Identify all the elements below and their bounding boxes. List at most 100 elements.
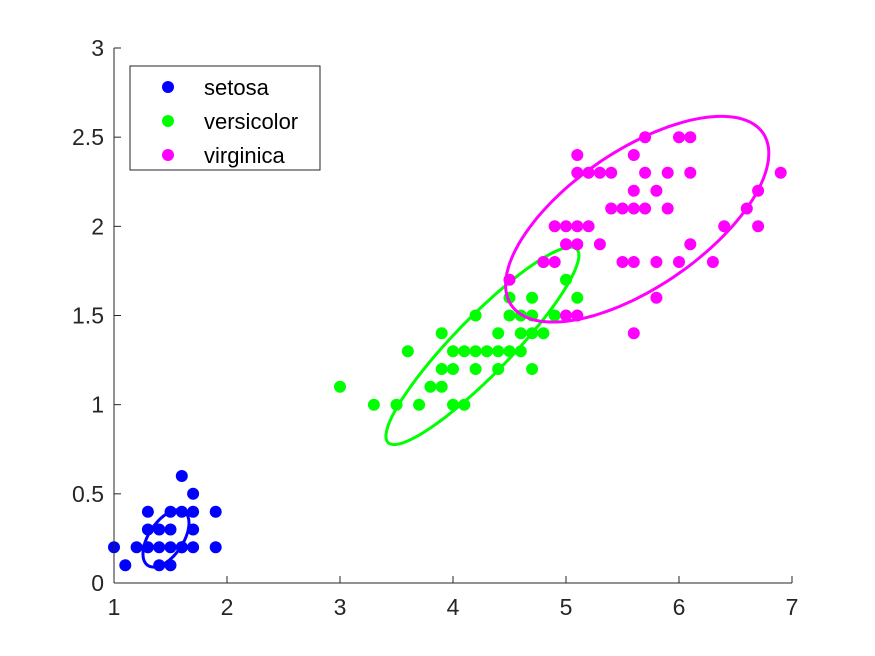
- legend-label-virginica: virginica: [204, 143, 285, 168]
- data-point: [673, 131, 685, 144]
- data-point: [164, 541, 177, 554]
- data-point: [458, 345, 471, 358]
- data-point: [435, 327, 448, 340]
- data-point: [514, 327, 527, 340]
- data-point: [480, 345, 493, 358]
- data-point: [718, 220, 731, 233]
- data-point: [616, 256, 629, 268]
- x-tick-label: 1: [108, 594, 121, 620]
- x-tick-label: 7: [786, 594, 799, 620]
- data-point: [650, 184, 663, 197]
- data-point: [153, 523, 166, 536]
- data-point: [673, 256, 685, 268]
- data-point: [187, 541, 200, 554]
- data-point: [639, 166, 652, 179]
- data-point: [209, 541, 222, 554]
- x-tick-label: 5: [560, 594, 573, 620]
- data-point: [424, 380, 437, 393]
- y-tick-label: 1: [91, 392, 104, 418]
- data-point: [413, 398, 426, 411]
- data-point: [752, 220, 765, 233]
- data-point: [661, 202, 674, 215]
- data-point: [187, 505, 200, 518]
- data-point: [627, 256, 640, 268]
- data-point: [334, 380, 346, 393]
- data-point: [492, 327, 505, 340]
- y-tick-label: 2: [91, 213, 104, 239]
- series-virginica: [503, 114, 787, 340]
- data-point: [548, 220, 561, 233]
- data-point: [435, 380, 448, 393]
- data-point: [401, 345, 414, 358]
- data-point: [627, 202, 640, 215]
- data-point: [593, 238, 606, 251]
- data-point: [571, 238, 584, 251]
- data-point: [153, 541, 166, 554]
- data-point: [684, 238, 697, 251]
- legend-marker-virginica: [162, 149, 174, 161]
- data-point: [548, 256, 561, 268]
- data-point: [627, 149, 640, 161]
- x-ticks: 1 2 3 4 5 6 7: [108, 576, 799, 620]
- data-point: [175, 470, 188, 482]
- data-point: [458, 398, 471, 411]
- x-tick-label: 3: [334, 594, 347, 620]
- data-point: [130, 541, 143, 554]
- data-point: [560, 220, 572, 233]
- data-point: [469, 309, 482, 322]
- x-tick-label: 2: [221, 594, 234, 620]
- data-point: [627, 184, 640, 197]
- y-tick-label: 0.5: [72, 481, 104, 507]
- ellipse-versicolor: [384, 245, 581, 447]
- data-point: [537, 327, 550, 340]
- data-point: [582, 220, 595, 233]
- data-point: [650, 256, 663, 268]
- data-point: [616, 202, 629, 215]
- data-point: [639, 202, 652, 215]
- legend-label-versicolor: versicolor: [204, 109, 298, 134]
- data-point: [164, 523, 177, 536]
- data-point: [605, 202, 618, 215]
- data-point: [627, 327, 640, 340]
- y-tick-label: 3: [91, 35, 104, 61]
- data-point: [526, 363, 539, 375]
- data-point: [503, 309, 516, 322]
- data-point: [560, 238, 572, 251]
- data-point: [469, 363, 482, 375]
- legend-box: [129, 65, 321, 171]
- data-point: [537, 256, 550, 268]
- data-point: [469, 345, 482, 358]
- plot-area: [108, 114, 787, 572]
- data-point: [141, 505, 154, 518]
- data-point: [119, 559, 132, 572]
- data-point: [774, 166, 787, 179]
- series-versicolor: [334, 245, 584, 447]
- data-point: [661, 166, 674, 179]
- data-point: [187, 487, 200, 500]
- legend-marker-versicolor: [162, 115, 174, 127]
- legend-marker-setosa: [162, 81, 174, 93]
- data-point: [650, 291, 663, 304]
- data-point: [526, 291, 539, 304]
- series-setosa: [108, 470, 222, 572]
- data-point: [560, 309, 572, 322]
- y-tick-label: 0: [91, 570, 104, 596]
- legend: setosa versicolor virginica: [129, 65, 321, 171]
- data-point: [684, 131, 697, 144]
- data-point: [593, 166, 606, 179]
- x-tick-label: 6: [673, 594, 686, 620]
- data-point: [209, 505, 222, 518]
- y-ticks: 0 0.5 1 1.5 2 2.5 3: [72, 35, 121, 596]
- data-point: [706, 256, 719, 268]
- data-point: [605, 166, 618, 179]
- data-point: [582, 166, 595, 179]
- data-point: [447, 363, 459, 375]
- legend-label-setosa: setosa: [204, 75, 270, 100]
- x-tick-label: 4: [447, 594, 460, 620]
- data-point: [548, 309, 561, 322]
- data-point: [571, 149, 584, 161]
- data-point: [435, 363, 448, 375]
- data-point: [492, 345, 505, 358]
- data-point: [367, 398, 380, 411]
